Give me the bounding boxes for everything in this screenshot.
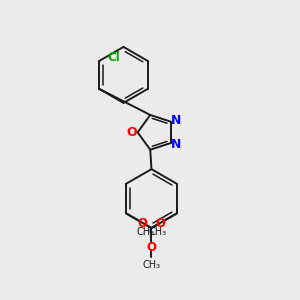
Text: N: N <box>171 138 182 151</box>
Text: CH₃: CH₃ <box>142 260 160 270</box>
Text: CH₃: CH₃ <box>149 227 167 237</box>
Text: Cl: Cl <box>107 51 120 64</box>
Text: O: O <box>146 241 157 254</box>
Text: O: O <box>155 217 165 230</box>
Text: N: N <box>171 114 182 127</box>
Text: O: O <box>138 217 148 230</box>
Text: O: O <box>126 126 137 139</box>
Text: CH₃: CH₃ <box>136 227 154 237</box>
